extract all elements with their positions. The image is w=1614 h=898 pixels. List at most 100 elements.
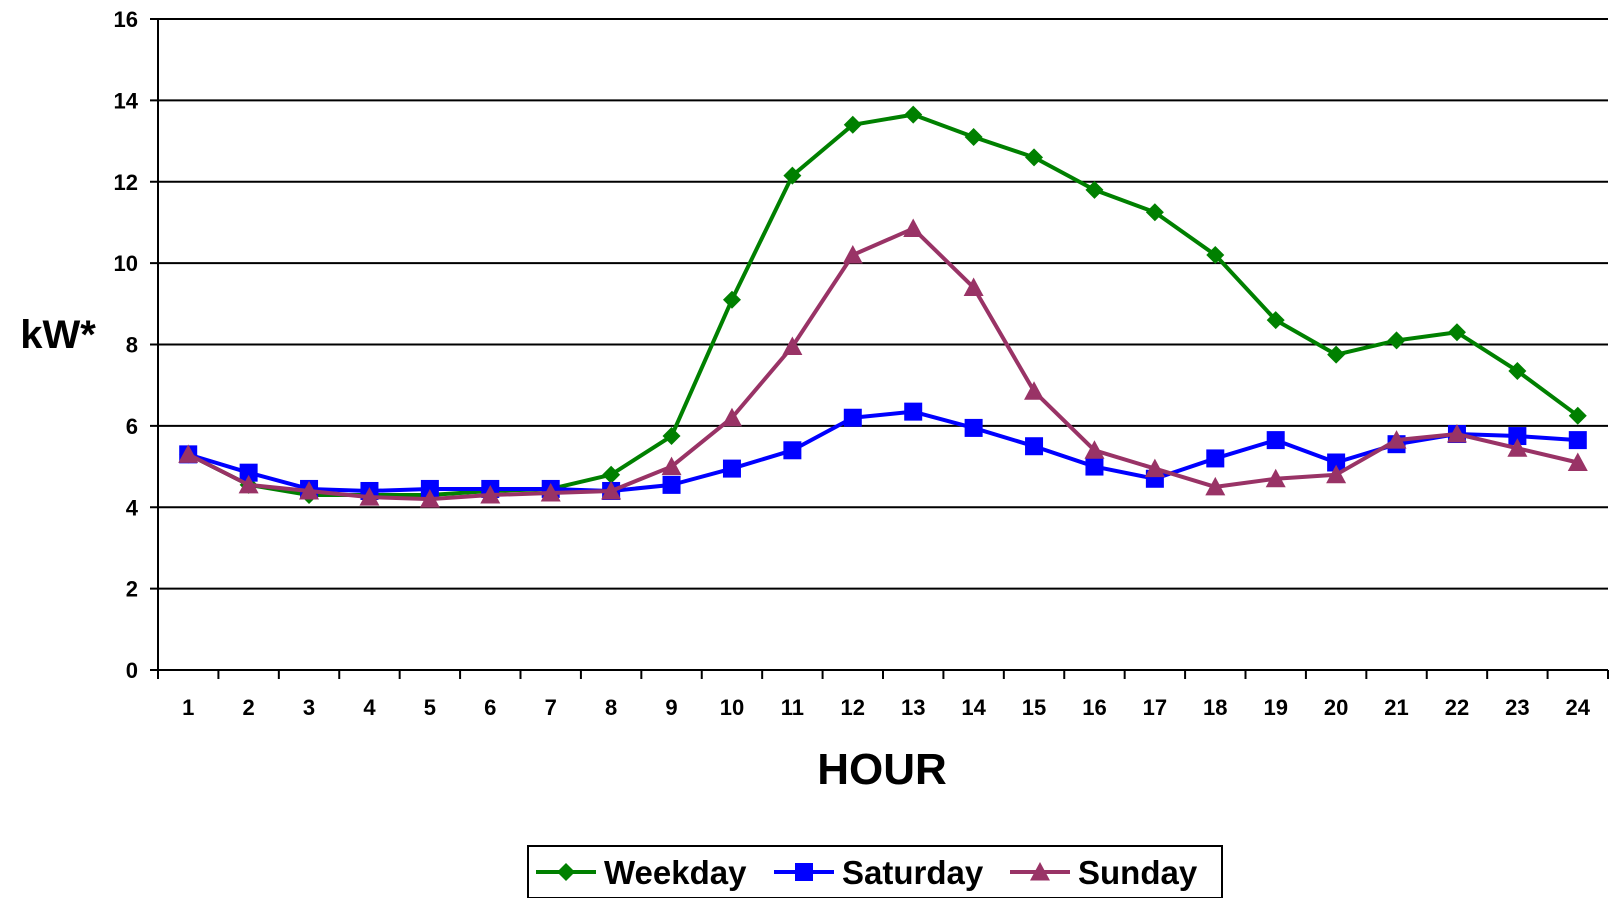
data-point [1266, 431, 1285, 450]
data-point [963, 277, 984, 297]
x-tick-label: 4 [363, 695, 376, 720]
legend: Weekday Saturday Sunday [527, 845, 1223, 898]
data-point [783, 166, 802, 185]
data-point [904, 105, 923, 124]
data-point [1446, 424, 1467, 443]
x-tick-label: 7 [545, 695, 557, 720]
data-point [662, 427, 681, 446]
data-point [782, 336, 803, 356]
data-point [1387, 331, 1406, 350]
data-point [1567, 452, 1588, 471]
data-point [1326, 464, 1347, 484]
legend-marker [1030, 862, 1050, 881]
legend-marker [557, 863, 575, 881]
gridlines [158, 18, 1608, 590]
data-point [722, 290, 741, 309]
x-tick-label: 5 [424, 695, 436, 720]
axes [150, 18, 1609, 679]
x-tick-label: 14 [961, 695, 986, 720]
data-point [1206, 245, 1225, 264]
y-tick-labels: 0 2 4 6 8 10 12 14 16 [114, 7, 139, 683]
data-point [1024, 381, 1045, 400]
data-point [843, 408, 862, 427]
data-point [1085, 457, 1104, 476]
data-point [1508, 361, 1527, 380]
data-point [178, 444, 199, 463]
x-tick-labels: 1 2 3 4 5 6 7 8 9 10 11 12 13 14 15 16 17 18 19 20 21 22 23 24 [182, 695, 1591, 720]
y-tick-label: 2 [126, 577, 138, 602]
x-tick-label: 8 [605, 695, 617, 720]
series-line [187, 409, 1578, 493]
series-line [187, 112, 1579, 498]
x-tick-label: 6 [484, 695, 496, 720]
series-line [187, 226, 1579, 502]
y-tick-label: 4 [126, 495, 139, 520]
x-tick-label: 18 [1203, 695, 1227, 720]
legend-label: Sunday [1078, 854, 1198, 891]
data-point [842, 244, 863, 264]
data-point [721, 407, 742, 427]
data-point [1386, 430, 1407, 449]
data-point [1327, 453, 1346, 472]
data-point [419, 489, 440, 508]
data-point [1205, 476, 1226, 496]
legend-entry: Sunday [1010, 854, 1198, 891]
data-point [964, 127, 983, 146]
data-point [1266, 311, 1285, 330]
x-tick-label: 17 [1143, 695, 1167, 720]
data-point [661, 456, 682, 476]
data-point [540, 483, 561, 502]
x-tick-label: 11 [781, 695, 804, 720]
y-tick-label: 12 [114, 170, 138, 195]
data-point [903, 218, 924, 238]
legend-label: Saturday [842, 854, 984, 891]
data-point [1084, 440, 1105, 459]
x-tick-label: 24 [1566, 695, 1591, 720]
data-point [1025, 437, 1044, 456]
data-point [1568, 431, 1587, 450]
data-point [1025, 148, 1044, 167]
y-tick-label: 0 [126, 658, 138, 683]
y-tick-label: 10 [114, 251, 138, 276]
data-point [359, 487, 380, 506]
data-point [1145, 203, 1164, 222]
y-tick-label: 8 [126, 333, 138, 358]
data-point [1327, 345, 1346, 364]
x-tick-label: 22 [1445, 695, 1469, 720]
x-tick-label: 1 [182, 695, 194, 720]
data-point [1508, 427, 1527, 446]
data-point [480, 485, 501, 504]
data-point [1144, 458, 1165, 478]
data-point [299, 480, 320, 500]
x-tick-label: 12 [841, 695, 865, 720]
data-point [904, 402, 923, 421]
y-tick-label: 14 [114, 88, 139, 113]
data-point [602, 465, 621, 484]
x-tick-label: 19 [1263, 695, 1287, 720]
x-tick-label: 13 [901, 695, 925, 720]
data-point [1206, 449, 1225, 468]
legend-entry: Saturday [774, 854, 984, 891]
legend-marker [795, 863, 813, 881]
data-point [1507, 438, 1528, 457]
x-tick-label: 9 [665, 695, 677, 720]
series-lines [178, 105, 1588, 508]
legend-box [527, 845, 1223, 898]
series-sunday [178, 218, 1588, 508]
data-point [1085, 180, 1104, 199]
x-tick-label: 10 [720, 695, 744, 720]
data-point [964, 418, 983, 437]
data-point [420, 479, 439, 498]
data-point [722, 459, 741, 478]
x-tick-label: 21 [1384, 695, 1408, 720]
x-tick-label: 15 [1022, 695, 1046, 720]
y-axis-title: kW* [20, 313, 96, 357]
x-tick-label: 3 [303, 695, 315, 720]
series-weekday [179, 105, 1587, 505]
y-tick-label: 16 [114, 7, 138, 32]
data-point [662, 475, 681, 494]
x-tick-label: 20 [1324, 695, 1348, 720]
data-point [783, 441, 802, 460]
